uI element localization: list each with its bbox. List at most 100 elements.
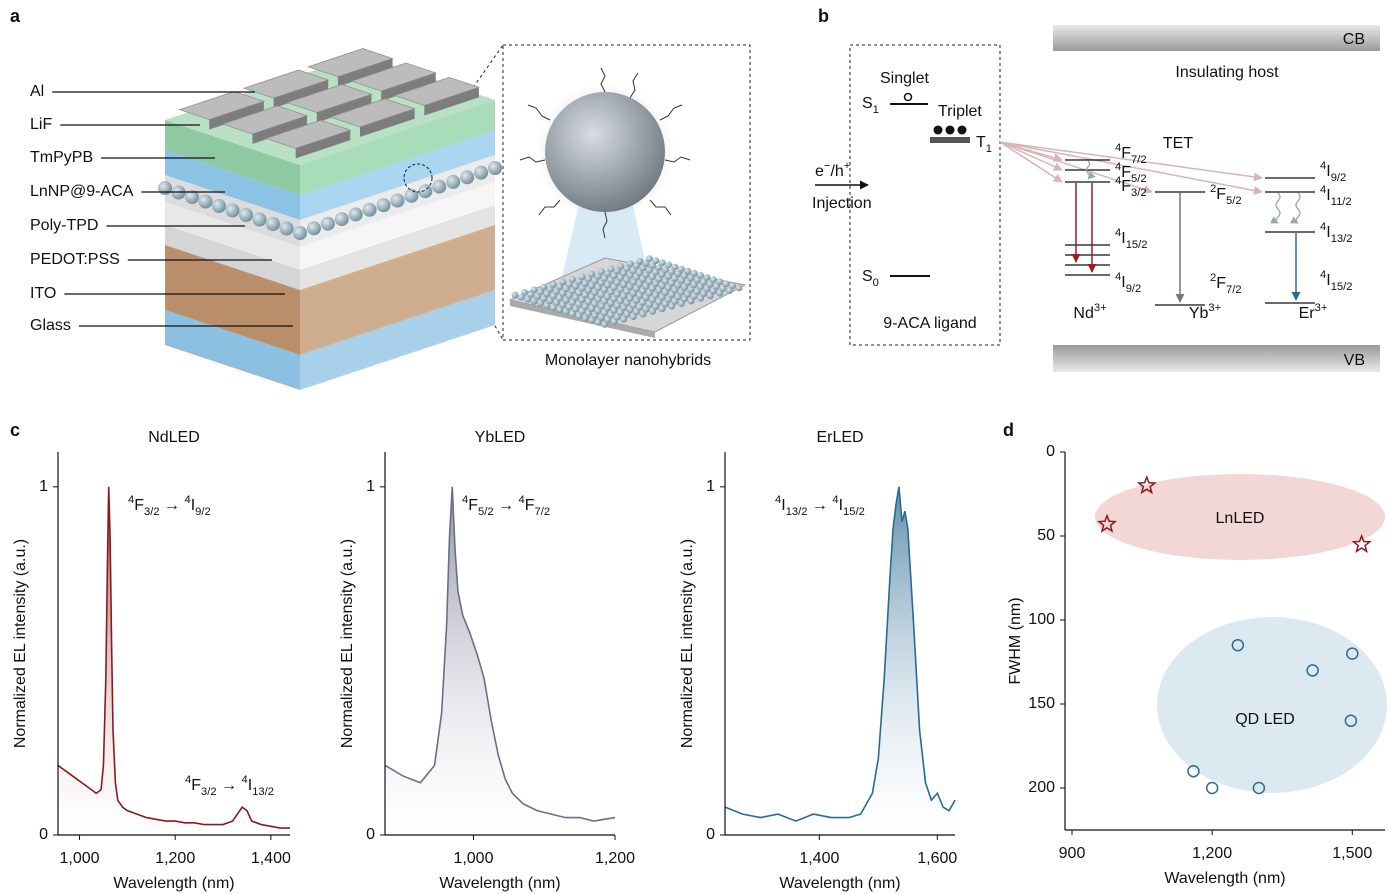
annotation: 4I13/2 → 4I15/2 xyxy=(775,494,865,518)
text-part: 7/2 xyxy=(1131,154,1147,166)
nanoparticle xyxy=(627,260,634,267)
y-tick-label: 50 xyxy=(1037,527,1055,544)
level-label: 4I15/2 xyxy=(1115,227,1147,251)
text-part: 5/2 xyxy=(1131,173,1147,185)
layer-label: Poly-TPD xyxy=(30,217,98,234)
t1-label: T1 xyxy=(976,134,992,155)
level-label: 4I9/2 xyxy=(1115,271,1141,295)
nanoparticle xyxy=(617,263,624,270)
nanoparticle xyxy=(569,276,576,283)
text-part: 9/2 xyxy=(195,506,211,518)
x-tick-label: 1,000 xyxy=(453,850,493,867)
x-axis-label: Wavelength (nm) xyxy=(1164,870,1285,887)
s1-label: S1 xyxy=(862,95,879,116)
text-part: S xyxy=(862,268,873,285)
y-tick-label: 1 xyxy=(366,478,375,495)
charge-label: e−/h+ xyxy=(815,160,850,180)
cb-band xyxy=(1053,25,1380,51)
nanoparticle xyxy=(723,280,730,287)
layer-label: LiF xyxy=(30,116,52,133)
nanoparticle xyxy=(579,273,586,280)
area xyxy=(58,487,290,835)
layer-label: TmPyPB xyxy=(30,149,93,166)
text-part: 7/2 xyxy=(1226,284,1242,296)
nanoparticle xyxy=(672,264,679,271)
text-part: 9/2 xyxy=(1331,172,1347,184)
nanoparticle xyxy=(335,212,349,226)
nanoparticle xyxy=(404,189,418,203)
panel-label: a xyxy=(10,6,21,26)
nanoparticle xyxy=(212,199,226,213)
text-part: 1 xyxy=(986,143,992,155)
nanoparticle xyxy=(349,207,363,221)
chart-title: YbLED xyxy=(475,429,526,446)
nanoparticle xyxy=(432,180,446,194)
series-label: LnLED xyxy=(1216,510,1265,527)
nanoparticle xyxy=(636,258,643,265)
nanoparticle xyxy=(226,204,240,218)
y-axis-label: Normalized EL intensity (a.u.) xyxy=(679,539,696,748)
inset-caption: Monolayer nanohybrids xyxy=(545,352,711,369)
nanoparticle xyxy=(588,271,595,278)
chart-title: NdLED xyxy=(148,429,200,446)
ion-label: Nd3+ xyxy=(1073,302,1106,322)
nanoparticle xyxy=(545,92,665,212)
injection-label: Injection xyxy=(812,195,872,212)
text-part: F xyxy=(1121,178,1131,195)
t1-level xyxy=(930,137,970,143)
text-part: F xyxy=(191,777,201,794)
nanoparticle xyxy=(540,284,547,291)
singlet-label: Singlet xyxy=(880,70,929,87)
text-part: 0 xyxy=(873,277,879,289)
nanoparticle xyxy=(659,259,666,266)
text-part: 11/2 xyxy=(1331,196,1352,208)
circle-point xyxy=(1207,783,1218,794)
y-tick-label: 150 xyxy=(1028,695,1055,712)
nanoparticle xyxy=(307,221,321,235)
nanoparticle xyxy=(460,170,474,184)
device-stack xyxy=(158,49,502,390)
level-label: 4I9/2 xyxy=(1320,160,1346,184)
line xyxy=(58,487,290,828)
text-part: 7/2 xyxy=(534,506,550,518)
layer-label: Al xyxy=(30,83,44,100)
tet-label: TET xyxy=(1163,135,1193,152)
text-part: 5/2 xyxy=(1226,195,1242,207)
y-tick-label: 0 xyxy=(1046,443,1055,460)
text-part: 3+ xyxy=(1315,302,1328,314)
y-tick-label: 200 xyxy=(1028,779,1055,796)
text-part: 3/2 xyxy=(201,786,217,798)
level-label: 4I13/2 xyxy=(1320,221,1352,245)
text-part: T xyxy=(976,134,986,151)
x-tick-label: 1,600 xyxy=(917,850,957,867)
text-part: 5/2 xyxy=(478,506,494,518)
x-tick-label: 1,000 xyxy=(60,850,100,867)
nanoparticle xyxy=(704,274,711,281)
nanoparticle xyxy=(716,278,723,285)
relaxation xyxy=(1296,193,1300,223)
chart-title: ErLED xyxy=(816,429,863,446)
x-axis-label: Wavelength (nm) xyxy=(113,875,234,892)
x-tick-label: 1,400 xyxy=(799,850,839,867)
nanoparticle xyxy=(710,276,717,283)
y-tick-label: 0 xyxy=(706,826,715,843)
text-part: 13/2 xyxy=(1331,233,1353,245)
x-tick-label: 1,200 xyxy=(155,850,195,867)
electron xyxy=(958,126,967,135)
nanoparticle xyxy=(488,161,502,175)
text-part: → xyxy=(807,497,832,514)
nanoparticle xyxy=(474,166,488,180)
nanoparticle xyxy=(678,266,685,273)
x-axis-label: Wavelength (nm) xyxy=(439,875,560,892)
y-tick-label: 1 xyxy=(706,478,715,495)
y-axis-label: Normalized EL intensity (a.u.) xyxy=(339,539,356,748)
text-part: + xyxy=(844,160,851,172)
x-tick-label: 1,400 xyxy=(251,850,291,867)
nanoparticle xyxy=(652,257,659,264)
y-tick-label: 1 xyxy=(39,478,48,495)
figure: a b c d Monolayer nanohybrids Singlet Tr… xyxy=(0,0,1392,894)
nanoparticle xyxy=(363,203,377,217)
text-part: 3/2 xyxy=(144,506,160,518)
host-caption: Insulating host xyxy=(1175,64,1279,81)
text-part: 15/2 xyxy=(1331,281,1353,293)
